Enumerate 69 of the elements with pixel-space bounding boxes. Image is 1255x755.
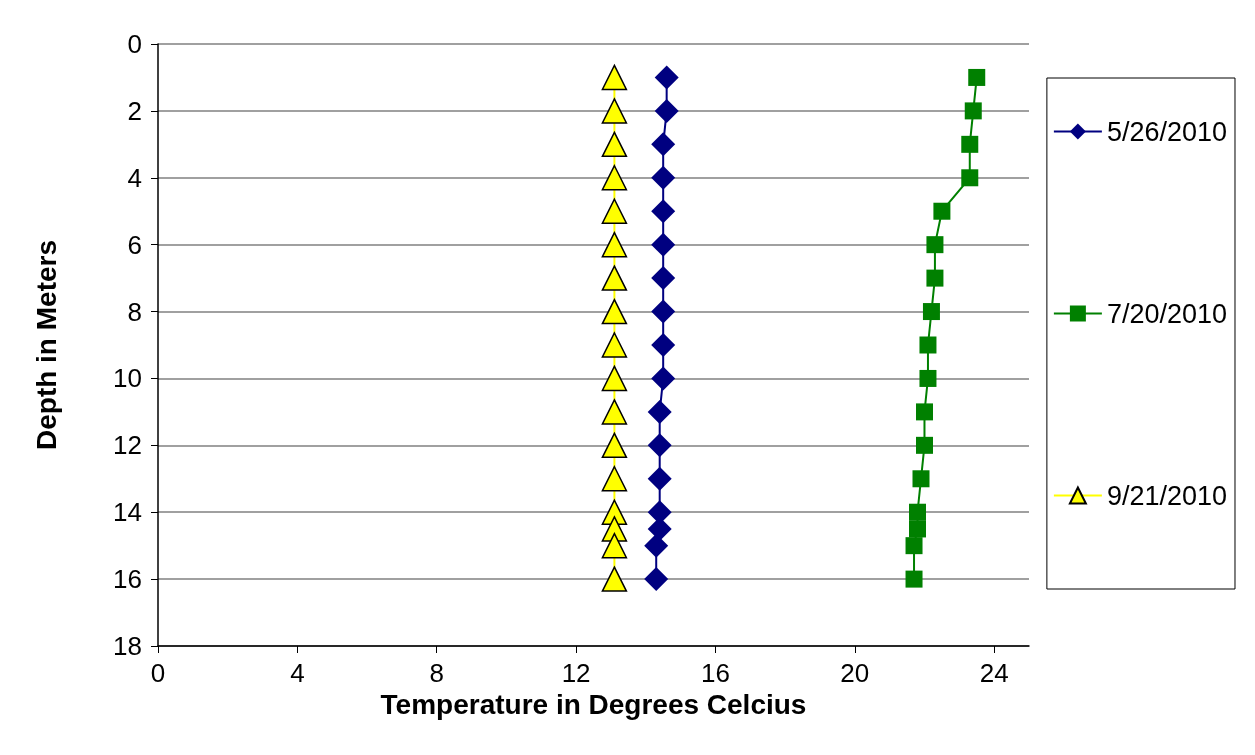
point [919,369,937,387]
point [601,131,628,158]
y-tick-label: 14 [113,497,142,528]
point [651,366,676,391]
point [651,232,676,257]
point [601,332,628,358]
x-axis-title: Temperature in Degrees Celcius [380,689,807,721]
x-tick-label: 20 [840,658,870,688]
point [651,266,676,291]
point [601,265,628,291]
point [961,135,979,153]
y-tick-label: 10 [113,363,142,394]
point [601,399,628,425]
x-tick-label: 0 [150,658,166,688]
point [651,199,676,224]
point [601,64,628,91]
point [968,68,986,86]
x-tick-label: 12 [561,658,591,688]
point [915,436,933,454]
point [601,365,628,392]
point [601,231,628,258]
point [905,570,923,588]
point [909,503,927,521]
y-axis-title: Depth in Meters [30,239,62,451]
y-tick-label: 0 [127,29,142,59]
y-tick-label: 2 [127,95,142,126]
point [601,466,628,492]
x-tick-label: 16 [700,658,730,688]
y-tick-label: 4 [127,162,142,193]
point [651,165,676,190]
y-tick-label: 8 [127,296,142,327]
y-tick-label: 6 [127,229,142,260]
point [654,65,679,90]
point [651,132,676,157]
point [915,403,933,421]
legend-label: 5/26/2010 [1106,116,1228,147]
point [651,299,676,324]
legend-label: 9/21/2010 [1106,480,1228,511]
point [644,567,669,592]
point [601,98,628,124]
point [919,336,937,354]
point [601,432,628,459]
point [644,533,669,558]
point [647,433,672,458]
point [905,537,923,555]
point [926,269,944,287]
point [601,198,628,224]
point [601,566,628,592]
point [964,102,982,120]
point [651,333,676,357]
point [601,298,628,325]
x-tick-label: 4 [290,658,305,688]
point [909,520,927,538]
point [647,399,672,424]
point [654,98,679,123]
legend-label: 7/20/2010 [1106,298,1228,329]
point [961,169,979,187]
x-tick-label: 24 [979,658,1009,688]
point [926,236,944,254]
point [912,470,930,488]
y-tick-label: 12 [113,430,142,461]
point [601,165,628,191]
point [922,303,940,321]
y-tick-label: 18 [113,631,142,661]
x-tick-label: 8 [429,658,444,688]
point [933,202,951,220]
point [601,532,628,559]
point [647,466,672,491]
y-tick-label: 16 [113,564,142,595]
